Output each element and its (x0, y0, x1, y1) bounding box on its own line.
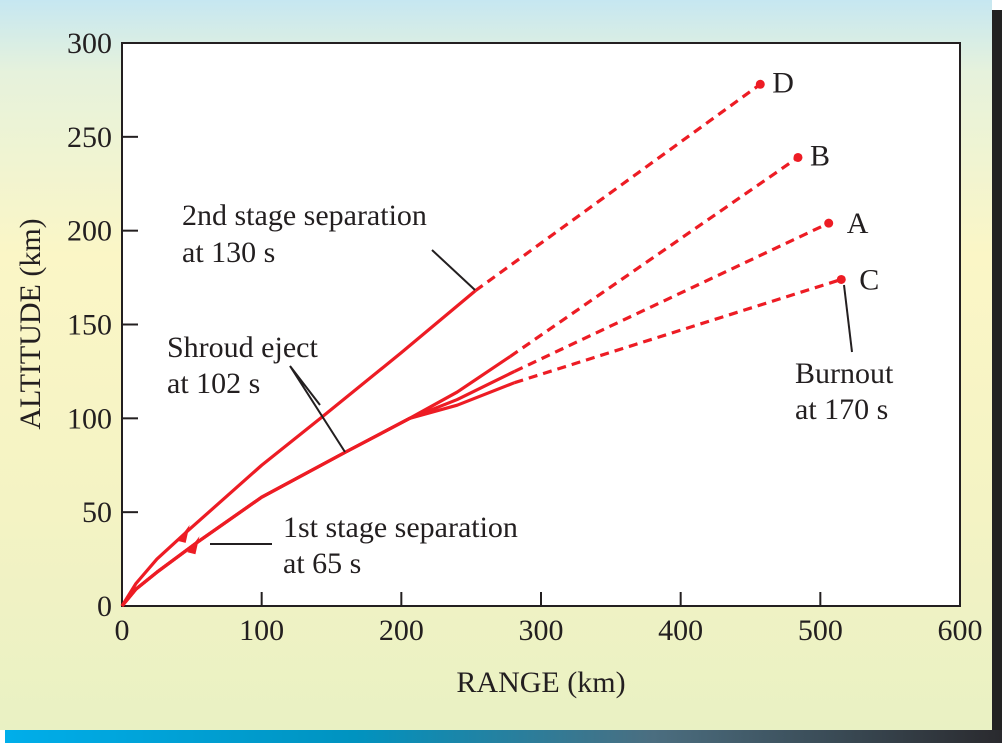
leader-shroud (289, 365, 346, 453)
y-tick-label: 150 (67, 309, 112, 342)
frame-shadow (992, 10, 1002, 743)
trajectory-C-coast (513, 277, 842, 385)
x-tick-label: 400 (658, 614, 703, 647)
y-tick-label: 250 (67, 121, 112, 154)
annotation-second-stage-2: at 130 s (182, 236, 275, 269)
leader-second-stage (431, 249, 476, 291)
y-tick-label: 200 (67, 215, 112, 248)
series-label-B: B (810, 139, 830, 172)
x-tick-label: 200 (379, 614, 424, 647)
trajectory-D-coast (474, 82, 762, 293)
annotation-first-stage-1: 1st stage separation (283, 511, 518, 544)
x-tick-label: 600 (938, 614, 983, 647)
burnout-point-B (793, 152, 803, 162)
trajectory-D-powered (120, 289, 477, 607)
trajectory-B-coast (509, 156, 799, 358)
series-label-A: A (847, 207, 869, 240)
stage-separation-marker (177, 524, 190, 543)
y-tick-label: 300 (67, 27, 112, 60)
x-tick-label: 0 (115, 614, 130, 647)
burnout-point-C (836, 274, 846, 284)
stage-separation-marker (187, 536, 200, 555)
y-tick-label: 50 (82, 496, 112, 529)
annotation-shroud-2: at 102 s (167, 367, 260, 400)
burnout-point-D (755, 79, 765, 89)
x-tick-label: 300 (519, 614, 564, 647)
y-axis-label: ALTITUDE (km) (14, 218, 47, 429)
y-tick-label: 100 (67, 402, 112, 435)
annotation-second-stage-1: 2nd stage separation (182, 199, 427, 232)
bottom-accent-bar (5, 730, 1002, 743)
y-tick-label: 0 (97, 590, 112, 623)
annotation-burnout-2: at 170 s (795, 393, 888, 426)
leader-burnout (843, 284, 853, 353)
annotation-burnout-1: Burnout (795, 357, 894, 390)
trajectory-A-coast (513, 221, 830, 373)
trajectory-C-powered (120, 381, 516, 608)
x-tick-label: 500 (798, 614, 843, 647)
annotation-shroud-1: Shroud eject (167, 331, 318, 364)
x-tick-label: 100 (239, 614, 284, 647)
x-axis-label: RANGE (km) (456, 666, 625, 699)
burnout-point-A (824, 218, 834, 228)
plot-area (121, 42, 961, 607)
annotation-first-stage-2: at 65 s (283, 547, 361, 580)
series-label-D: D (772, 66, 794, 99)
series-label-C: C (859, 263, 879, 296)
